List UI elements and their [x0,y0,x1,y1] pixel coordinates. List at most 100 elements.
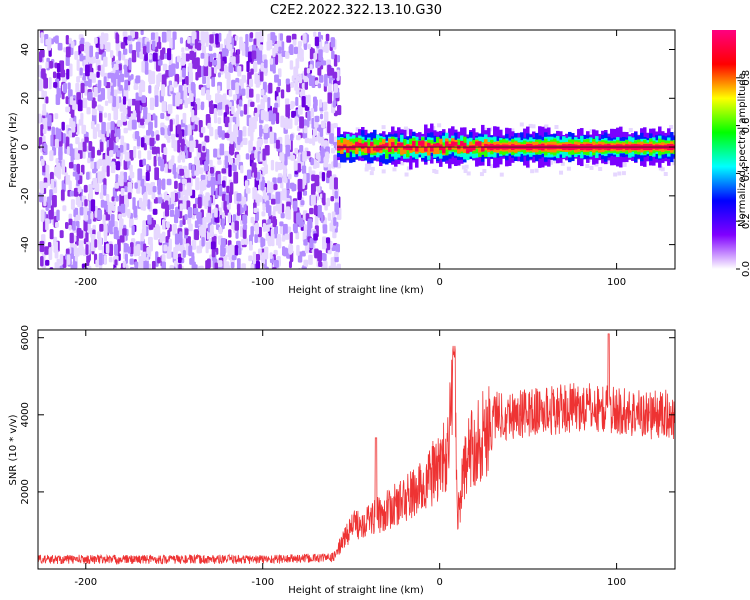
spectrogram-noise-cell [230,262,235,269]
spectrogram-noise-cell [306,119,310,128]
spectrogram-noise-cell [115,136,119,143]
spectrogram-noise-cell [142,158,146,166]
spectrogram-noise-cell [131,119,137,130]
spectrogram-noise-cell [213,66,218,74]
spectrogram-noise-cell [278,46,282,54]
spectrogram-band-cell [436,146,440,155]
spectrogram-band-cell [427,142,431,148]
spectrogram-noise-cell [130,242,134,255]
spectrogram-noise-cell [207,171,211,181]
spectrogram-noise-cell [135,41,141,52]
spectrogram-noise-cell [187,216,192,225]
spectrogram-noise-cell [188,162,193,170]
spectrogram-noise-cell [209,104,214,115]
snr-x-ticks: -200 -100 0 100 [74,330,626,588]
spectrogram-noise-cell [254,107,258,114]
spectrogram-noise-cell [114,182,119,189]
spectrogram-noise-cell [336,69,340,81]
spectrogram-noise-cell [236,258,241,269]
spectrogram-noise-cell [171,138,176,149]
spectrogram-band-cell [481,146,485,152]
spectrogram-noise-cell [181,178,187,185]
spectrogram-noise-cell [235,82,239,95]
spectrogram-noise-cell [228,62,234,73]
spectrogram-noise-cell [312,103,318,112]
spectrogram-noise-cell [244,238,249,245]
spectrogram-noise-cell [304,137,310,144]
spectrogram-noise-cell [313,31,317,38]
spectrogram-noise-cell [231,255,237,261]
spectrogram-noise-cell [55,221,59,228]
spectrogram-noise-cell [58,150,63,161]
spectrogram-noise-cell [227,212,232,224]
spectrogram-noise-cell [169,265,174,269]
spectrogram-noise-cell [59,254,64,265]
spectrogram-noise-cell [267,96,271,109]
spectrogram-noise-cell [127,120,133,131]
spectrogram-noise-cell [81,124,87,135]
spectrogram-noise-cell [95,51,99,60]
spectrogram-noise-cell [293,66,298,79]
spectrogram-noise-cell [307,94,311,107]
spectrogram-noise-cell [128,57,132,70]
spectrogram-noise-cell [331,50,335,60]
spectrogram-halo-cell [367,162,372,167]
spectrogram-halo-cell [598,167,603,172]
spectrogram-noise-cell [146,41,150,54]
spectrogram-noise-cell [295,58,300,69]
spectrogram-noise-cell [260,98,265,110]
spectrogram-noise-cell [40,32,44,44]
spectrogram-band-cell [400,146,404,155]
spectrogram-noise-cell [86,223,91,235]
spectrogram-noise-cell [170,191,175,202]
spectrogram-noise-cell [193,207,199,215]
spectrogram-noise-cell [252,251,256,265]
spectrogram-band-cell [364,142,368,148]
spectrogram-noise-cell [334,202,340,215]
spectrogram-noise-cell [88,78,92,88]
spectrogram-y-tick-label: 0 [20,144,31,150]
spectrogram-noise-cell [317,83,322,89]
snr-series-line [38,333,675,566]
spectrogram-noise-cell [121,115,127,122]
spectrogram-noise-cell [325,151,329,163]
spectrogram-noise-cell [181,47,185,53]
spectrogram-noise-cell [295,87,300,95]
spectrogram-noise-cell [280,89,285,99]
spectrogram-noise-cell [114,243,118,256]
spectrogram-noise-cell [68,162,74,169]
spectrogram-noise-cell [41,90,45,100]
spectrogram-noise-cell [169,84,173,92]
spectrogram-noise-cell [105,243,110,254]
spectrogram-noise-cell [203,64,209,77]
spectrogram-noise-cell [107,112,112,121]
spectrogram-noise-cell [156,134,160,141]
spectrogram-noise-cell [288,243,293,255]
spectrogram-noise-cell [177,256,182,264]
spectrogram-noise-cell [206,212,211,223]
spectrogram-halo-cell [559,170,564,175]
spectrogram-noise-cell [94,183,100,193]
spectrogram-noise-cell [85,244,89,255]
spectrogram-noise-cell [100,37,104,50]
spectrogram-noise-cell [184,139,188,147]
spectrogram-halo-cell [464,164,469,169]
spectrogram-noise-cell [249,88,254,98]
spectrogram-noise-cell [75,82,80,93]
spectrogram-band-cell [340,145,344,150]
spectrogram-noise-cell [212,59,218,66]
spectrogram-noise-cell [43,142,47,152]
spectrogram-noise-cell [42,103,47,112]
spectrogram-noise-cell [140,178,145,187]
spectrogram-noise-cell [313,233,318,241]
spectrogram-noise-cell [131,225,135,236]
spectrogram-noise-cell [182,198,187,210]
spectrogram-noise-cell [60,69,66,78]
spectrogram-noise-cell [141,60,145,73]
spectrogram-noise-cell [92,229,96,235]
spectrogram-noise-cell [255,260,261,269]
spectrogram-noise-cell [301,267,306,269]
spectrogram-noise-cell [289,231,293,245]
spectrogram-noise-cell [334,190,338,199]
spectrogram-noise-cell [269,252,273,259]
